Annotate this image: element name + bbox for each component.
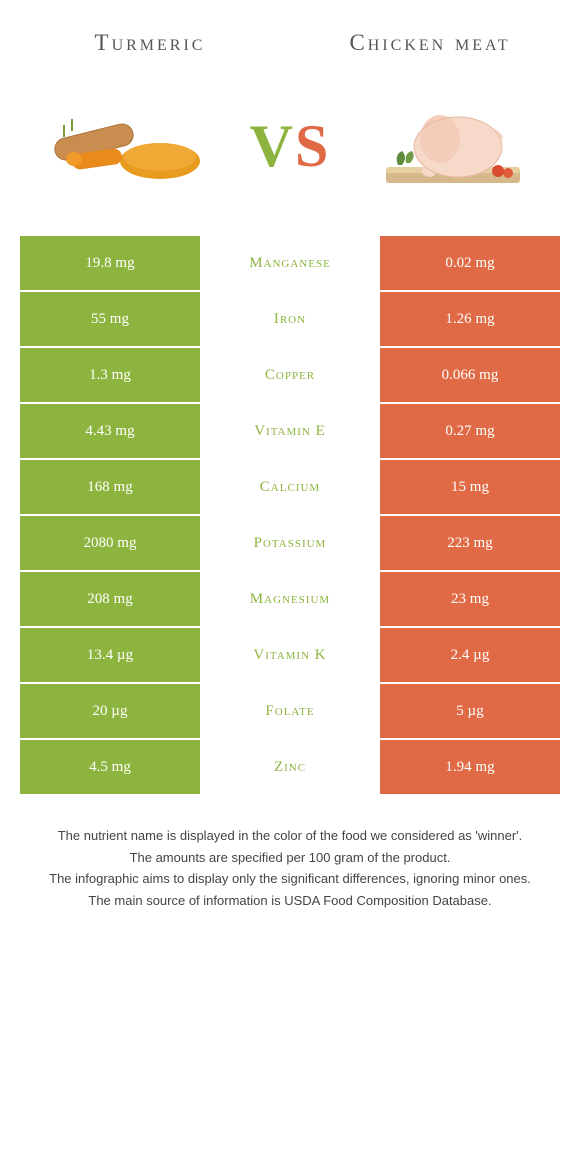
nutrient-label: Zinc — [200, 740, 380, 794]
nutrient-label: Calcium — [200, 460, 380, 514]
nutrient-label: Iron — [200, 292, 380, 346]
table-row: 2080 mgPotassium223 mg — [20, 516, 560, 572]
chicken-value: 23 mg — [380, 572, 560, 626]
chicken-value: 2.4 µg — [380, 628, 560, 682]
chicken-value: 15 mg — [380, 460, 560, 514]
footer-line: The nutrient name is displayed in the co… — [30, 826, 550, 846]
chicken-value: 223 mg — [380, 516, 560, 570]
right-food-title: Chicken meat — [304, 30, 556, 56]
nutrient-label: Vitamin K — [200, 628, 380, 682]
footer-line: The main source of information is USDA F… — [30, 891, 550, 911]
chicken-value: 1.26 mg — [380, 292, 560, 346]
chicken-image — [363, 86, 543, 206]
table-row: 20 µgFolate5 µg — [20, 684, 560, 740]
table-row: 168 mgCalcium15 mg — [20, 460, 560, 516]
table-row: 208 mgMagnesium23 mg — [20, 572, 560, 628]
chicken-value: 0.066 mg — [380, 348, 560, 402]
table-row: 4.43 mgVitamin E0.27 mg — [20, 404, 560, 460]
turmeric-value: 4.43 mg — [20, 404, 200, 458]
nutrient-label: Manganese — [200, 236, 380, 290]
chicken-value: 0.27 mg — [380, 404, 560, 458]
turmeric-value: 20 µg — [20, 684, 200, 738]
table-row: 13.4 µgVitamin K2.4 µg — [20, 628, 560, 684]
vs-v: V — [250, 113, 295, 179]
nutrient-label: Vitamin E — [200, 404, 380, 458]
table-row: 4.5 mgZinc1.94 mg — [20, 740, 560, 796]
nutrient-label: Potassium — [200, 516, 380, 570]
chicken-value: 0.02 mg — [380, 236, 560, 290]
nutrient-label: Copper — [200, 348, 380, 402]
turmeric-value: 208 mg — [20, 572, 200, 626]
turmeric-value: 168 mg — [20, 460, 200, 514]
chicken-value: 5 µg — [380, 684, 560, 738]
vs-s: S — [295, 113, 330, 179]
footer-line: The amounts are specified per 100 gram o… — [30, 848, 550, 868]
footer-line: The infographic aims to display only the… — [30, 869, 550, 889]
table-row: 55 mgIron1.26 mg — [20, 292, 560, 348]
vs-label: VS — [250, 112, 331, 181]
nutrient-label: Magnesium — [200, 572, 380, 626]
turmeric-value: 19.8 mg — [20, 236, 200, 290]
nutrient-label: Folate — [200, 684, 380, 738]
header: Turmeric Chicken meat — [0, 0, 580, 76]
table-row: 1.3 mgCopper0.066 mg — [20, 348, 560, 404]
chicken-value: 1.94 mg — [380, 740, 560, 794]
table-row: 19.8 mgManganese0.02 mg — [20, 236, 560, 292]
left-food-title: Turmeric — [24, 30, 276, 56]
footer-notes: The nutrient name is displayed in the co… — [30, 826, 550, 910]
turmeric-value: 2080 mg — [20, 516, 200, 570]
turmeric-value: 4.5 mg — [20, 740, 200, 794]
turmeric-value: 1.3 mg — [20, 348, 200, 402]
turmeric-value: 13.4 µg — [20, 628, 200, 682]
image-row: VS — [0, 76, 580, 236]
nutrient-table: 19.8 mgManganese0.02 mg55 mgIron1.26 mg1… — [20, 236, 560, 796]
turmeric-image — [37, 86, 217, 206]
turmeric-value: 55 mg — [20, 292, 200, 346]
